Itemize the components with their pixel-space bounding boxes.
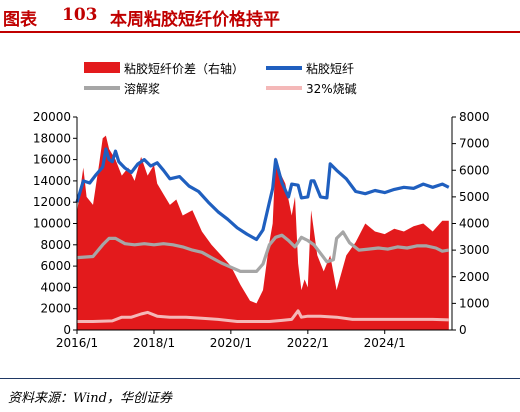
series-line-viscose xyxy=(75,147,450,242)
right-tick-label: 1000 xyxy=(459,296,490,310)
left-tick-label: 18000 xyxy=(33,131,71,145)
x-tick-label: 2022/1 xyxy=(287,336,329,350)
right-tick-label: 6000 xyxy=(459,163,490,177)
right-tick-label: 7000 xyxy=(459,137,490,151)
x-tick-label: 2020/1 xyxy=(210,336,252,350)
series-line-soda xyxy=(77,309,449,323)
legend-item: 32%烧碱 xyxy=(266,82,357,96)
figure-label: 图表 xyxy=(3,10,37,30)
x-tick-label: 2016/1 xyxy=(56,336,98,350)
right-tick-label: 8000 xyxy=(459,110,490,124)
figure-number: 103 xyxy=(62,5,98,25)
series-area-spread xyxy=(77,135,449,330)
right-tick-label: 4000 xyxy=(459,217,490,231)
right-tick-label: 2000 xyxy=(459,270,490,284)
figure-footer: 资料来源：Wind，华创证券 xyxy=(0,378,520,412)
legend-item: 溶解浆 xyxy=(84,81,160,96)
x-tick-label: 2024/1 xyxy=(364,336,406,350)
legend-item: 粘胶短纤 xyxy=(266,61,354,76)
left-tick-label: 16000 xyxy=(33,153,71,167)
legend-label: 溶解浆 xyxy=(124,81,160,96)
left-tick-label: 20000 xyxy=(33,110,71,124)
left-tick-label: 2000 xyxy=(40,302,71,316)
left-tick-label: 0 xyxy=(63,323,71,337)
legend-label: 32%烧碱 xyxy=(306,82,357,96)
left-tick-label: 10000 xyxy=(33,217,71,231)
right-tick-label: 5000 xyxy=(459,190,490,204)
left-tick-label: 8000 xyxy=(40,238,71,252)
legend-item: 粘胶短纤价差（右轴） xyxy=(84,61,244,76)
legend-swatch xyxy=(84,62,120,73)
left-tick-label: 6000 xyxy=(40,259,71,273)
source-note: 资料来源：Wind，华创证券 xyxy=(8,391,172,406)
left-tick-label: 12000 xyxy=(33,195,71,209)
left-tick-label: 14000 xyxy=(33,174,71,188)
right-tick-label: 3000 xyxy=(459,243,490,257)
right-tick-label: 0 xyxy=(459,323,467,337)
figure-title: 本周粘胶短纤价格持平 xyxy=(110,10,280,30)
left-tick-label: 4000 xyxy=(40,280,71,294)
legend-label: 粘胶短纤价差（右轴） xyxy=(124,61,244,76)
figure-header: 图表 103 本周粘胶短纤价格持平 xyxy=(0,0,520,33)
series-line-pulp xyxy=(76,230,450,273)
x-tick-label: 2018/1 xyxy=(133,336,175,350)
legend-label: 粘胶短纤 xyxy=(306,61,354,76)
